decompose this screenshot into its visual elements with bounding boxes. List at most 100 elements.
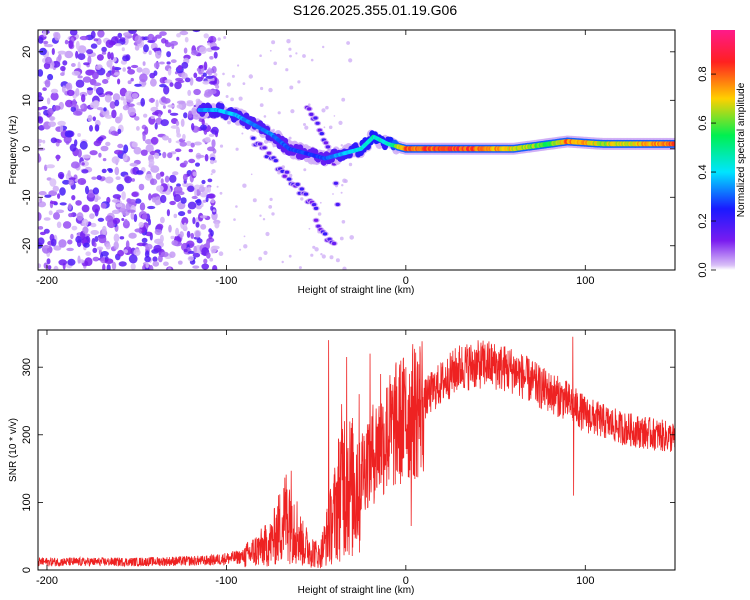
noise-blob — [111, 156, 120, 164]
noise-point — [207, 42, 211, 46]
secondary-track-core — [262, 146, 267, 150]
noise-blob — [169, 251, 176, 258]
noise-blob — [169, 112, 179, 116]
noise-blob — [183, 160, 188, 166]
noise-blob — [124, 218, 128, 226]
noise-blob — [64, 39, 69, 45]
noise-blob — [173, 194, 182, 202]
noise-blob — [38, 69, 44, 77]
noise-blob — [38, 153, 41, 163]
noise-blob — [85, 251, 91, 256]
noise-blob — [134, 116, 140, 121]
noise-point — [286, 39, 291, 44]
noise-blob — [150, 115, 155, 120]
noise-point — [304, 125, 309, 130]
noise-blob — [38, 107, 43, 111]
noise-blob — [167, 109, 172, 114]
noise-blob — [172, 171, 179, 176]
noise-point — [260, 86, 264, 91]
spectrogram-y-tick-label: 0 — [21, 146, 33, 152]
noise-point — [218, 251, 224, 256]
secondary-track-core — [335, 202, 340, 207]
noise-blob — [162, 151, 167, 159]
noise-blob — [173, 213, 178, 219]
noise-blob — [54, 32, 61, 41]
noise-blob — [117, 249, 124, 257]
noise-blob — [111, 109, 117, 119]
noise-blob — [192, 171, 197, 177]
noise-blob — [191, 107, 197, 115]
noise-point — [227, 120, 231, 125]
secondary-track-core — [257, 142, 263, 146]
noise-point — [317, 212, 322, 216]
noise-point — [344, 179, 348, 184]
noise-point — [239, 248, 242, 251]
noise-blob — [65, 99, 74, 108]
noise-blob — [162, 135, 169, 141]
snr-x-ticks: -200 -100 0 100 — [36, 330, 594, 587]
noise-blob — [211, 126, 219, 135]
noise-blob — [159, 31, 167, 36]
noise-blob — [209, 56, 214, 60]
noise-blob — [131, 191, 139, 197]
noise-point — [263, 115, 267, 118]
noise-blob — [67, 258, 76, 266]
secondary-track-core — [303, 192, 309, 196]
noise-blob — [48, 121, 57, 127]
noise-point — [348, 58, 353, 63]
noise-blob — [116, 183, 124, 192]
noise-blob — [135, 198, 142, 204]
noise-blob — [53, 105, 61, 111]
noise-blob — [106, 60, 113, 68]
noise-point — [259, 214, 262, 217]
noise-blob — [184, 36, 189, 43]
noise-blob — [119, 236, 125, 240]
noise-blob — [92, 187, 100, 195]
noise-blob — [69, 30, 78, 36]
noise-blob — [139, 202, 146, 211]
noise-blob — [158, 254, 163, 263]
noise-blob — [131, 141, 138, 148]
noise-point — [271, 212, 275, 216]
noise-point — [285, 68, 289, 72]
snr-y-tick-label: 100 — [21, 493, 33, 511]
noise-blob — [205, 75, 214, 79]
noise-blob — [77, 45, 87, 54]
colorbar-tick-label: 0.4 — [697, 164, 709, 179]
noise-blob — [81, 169, 89, 174]
noise-blob — [208, 228, 213, 233]
noise-blob — [56, 221, 62, 229]
secondary-track-core — [287, 177, 292, 181]
noise-blob — [75, 88, 80, 97]
noise-blob — [75, 79, 85, 88]
secondary-track-core — [299, 187, 304, 191]
noise-blob — [77, 178, 87, 185]
noise-blob — [160, 194, 167, 204]
noise-point — [208, 67, 211, 70]
noise-blob — [46, 258, 51, 265]
secondary-track-core — [316, 224, 321, 228]
spectrogram-x-tick-label: -100 — [215, 275, 237, 287]
secondary-track-core — [251, 136, 256, 140]
noise-blob — [75, 200, 82, 206]
noise-blob — [147, 205, 156, 210]
noise-blob — [68, 213, 74, 218]
noise-blob — [81, 218, 89, 227]
noise-point — [314, 247, 319, 252]
noise-point — [265, 231, 270, 237]
noise-blob — [196, 154, 205, 158]
noise-blob — [156, 223, 164, 230]
noise-blob — [152, 261, 160, 267]
noise-blob — [71, 195, 76, 201]
noise-blob — [75, 40, 80, 50]
noise-blob — [188, 158, 196, 164]
noise-blob — [163, 261, 169, 267]
noise-blob — [57, 50, 67, 55]
noise-point — [212, 209, 216, 213]
noise-blob — [167, 104, 175, 108]
noise-blob — [38, 36, 44, 44]
colorbar-tick-label: 0.0 — [697, 262, 709, 277]
noise-blob — [179, 30, 189, 36]
noise-blob — [71, 63, 76, 67]
